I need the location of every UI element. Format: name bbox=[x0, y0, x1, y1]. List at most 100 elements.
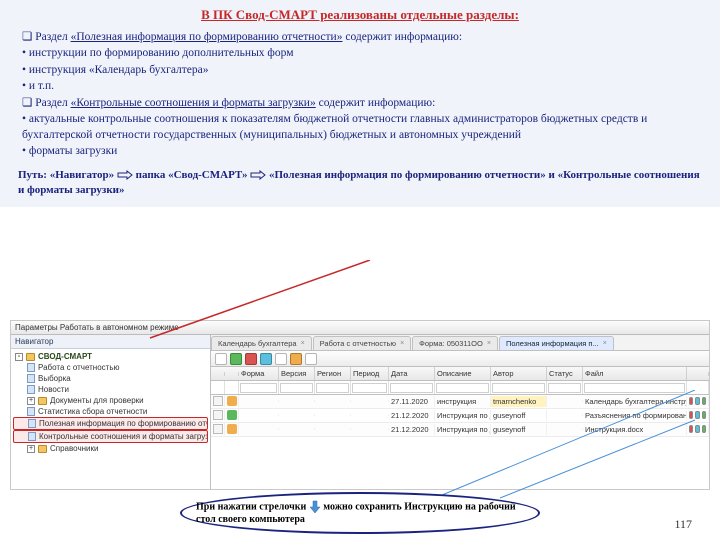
toolbar-button[interactable] bbox=[305, 353, 317, 365]
tree-item[interactable]: +Документы для проверки bbox=[13, 395, 208, 406]
row-actions bbox=[687, 396, 709, 406]
cell-author: guseynoff bbox=[491, 410, 547, 421]
app-screenshot: Параметры Работать в автономном режиме Н… bbox=[10, 320, 710, 490]
action-icon[interactable] bbox=[702, 411, 706, 419]
doc-icon bbox=[27, 374, 35, 383]
status-badge bbox=[227, 410, 237, 420]
filter-input[interactable] bbox=[352, 383, 387, 393]
col[interactable]: Файл bbox=[583, 367, 687, 380]
row-actions bbox=[687, 410, 709, 420]
grid-row[interactable]: 21.12.2020 Инструкция по доп. форм... gu… bbox=[211, 423, 709, 437]
page-number: 117 bbox=[674, 517, 692, 532]
tab[interactable]: Календарь бухгалтера× bbox=[211, 336, 312, 350]
tree-item[interactable]: Выборка bbox=[13, 373, 208, 384]
col[interactable]: Форма bbox=[239, 367, 279, 380]
callout-bubble: При нажатии стрелочки можно сохранить Ин… bbox=[180, 492, 540, 534]
tree-item-selected[interactable]: Полезная информация по формированию отче… bbox=[13, 417, 208, 430]
row-actions bbox=[687, 424, 709, 434]
info-item: инструкция «Календарь бухгалтера» bbox=[18, 63, 702, 79]
close-icon[interactable]: × bbox=[301, 340, 305, 347]
checkbox[interactable] bbox=[213, 424, 223, 434]
doc-icon bbox=[28, 432, 36, 441]
info-title: В ПК Свод-СМАРТ реализованы отдельные ра… bbox=[18, 6, 702, 24]
toolbar-button[interactable] bbox=[290, 353, 302, 365]
toolbar-button[interactable] bbox=[275, 353, 287, 365]
toolbar-button[interactable] bbox=[245, 353, 257, 365]
tree-item[interactable]: Работа с отчетностью bbox=[13, 362, 208, 373]
filter-input[interactable] bbox=[436, 383, 489, 393]
download-icon[interactable] bbox=[695, 397, 699, 405]
grid-body: 27.11.2020 инструкция tmarnchenko Календ… bbox=[211, 395, 709, 490]
grid-row[interactable]: 21.12.2020 Инструкция по доп. форм... gu… bbox=[211, 409, 709, 423]
expand-icon[interactable]: + bbox=[27, 397, 35, 405]
folder-icon bbox=[38, 445, 47, 453]
doc-icon bbox=[27, 407, 35, 416]
tab[interactable]: Форма: 050311ОО× bbox=[412, 336, 498, 350]
info-item: и т.п. bbox=[18, 79, 702, 95]
col-actions bbox=[687, 372, 709, 376]
action-icon[interactable] bbox=[702, 425, 706, 433]
toolbar-button[interactable] bbox=[230, 353, 242, 365]
cell-file: Разъяснения по формированию дополнительн… bbox=[583, 410, 687, 421]
filter-input[interactable] bbox=[280, 383, 313, 393]
tab[interactable]: Работа с отчетностью× bbox=[313, 336, 412, 350]
cell-author: guseynoff bbox=[491, 424, 547, 435]
col-checkbox[interactable] bbox=[211, 372, 225, 376]
close-icon[interactable]: × bbox=[487, 340, 491, 347]
tree-item-selected[interactable]: Контрольные соотношения и форматы загруз… bbox=[13, 430, 208, 443]
doc-icon bbox=[27, 363, 35, 372]
checkbox[interactable] bbox=[213, 410, 223, 420]
tree: -СВОД-СМАРТ Работа с отчетностью Выборка… bbox=[11, 349, 210, 456]
filter-input[interactable] bbox=[316, 383, 349, 393]
action-icon[interactable] bbox=[689, 411, 693, 419]
col[interactable]: Статус bbox=[547, 367, 583, 380]
tree-item[interactable]: Статистика сбора отчетности bbox=[13, 406, 208, 417]
col-flag[interactable] bbox=[225, 372, 239, 376]
close-icon[interactable]: × bbox=[400, 340, 404, 347]
tab-active[interactable]: Полезная информация п...× bbox=[499, 336, 614, 350]
filter-input[interactable] bbox=[584, 383, 685, 393]
filter-input[interactable] bbox=[492, 383, 545, 393]
action-icon[interactable] bbox=[689, 425, 693, 433]
download-icon[interactable] bbox=[695, 425, 699, 433]
col[interactable]: Автор bbox=[491, 367, 547, 380]
tree-item[interactable]: Новости bbox=[13, 384, 208, 395]
app-titlebar: Параметры Работать в автономном режиме bbox=[11, 321, 709, 335]
col[interactable]: Регион bbox=[315, 367, 351, 380]
filter-input[interactable] bbox=[548, 383, 581, 393]
grid-filter-row bbox=[211, 381, 709, 395]
col[interactable]: Описание bbox=[435, 367, 491, 380]
arrow-down-icon bbox=[309, 500, 321, 514]
info-item: Раздел «Контрольные соотношения и формат… bbox=[18, 96, 702, 112]
doc-icon bbox=[28, 419, 36, 428]
action-icon[interactable] bbox=[702, 397, 706, 405]
cell-desc: Инструкция по доп. форм... bbox=[435, 410, 491, 421]
filter-input[interactable] bbox=[390, 383, 433, 393]
toolbar-button[interactable] bbox=[215, 353, 227, 365]
checkbox[interactable] bbox=[213, 396, 223, 406]
close-icon[interactable]: × bbox=[603, 340, 607, 347]
cell-desc: инструкция bbox=[435, 396, 491, 407]
folder-icon bbox=[38, 397, 47, 405]
cell-date: 21.12.2020 bbox=[389, 410, 435, 421]
navigator-title: Навигатор bbox=[11, 335, 210, 349]
toolbar-button[interactable] bbox=[260, 353, 272, 365]
doc-icon bbox=[27, 385, 35, 394]
grid-row[interactable]: 27.11.2020 инструкция tmarnchenko Календ… bbox=[211, 395, 709, 409]
col[interactable]: Период bbox=[351, 367, 389, 380]
col[interactable]: Дата bbox=[389, 367, 435, 380]
cell-date: 21.12.2020 bbox=[389, 424, 435, 435]
action-icon[interactable] bbox=[689, 397, 693, 405]
col[interactable]: Версия bbox=[279, 367, 315, 380]
download-icon[interactable] bbox=[695, 411, 699, 419]
cell-file: Календарь бухгалтера инструкция.docx bbox=[583, 396, 687, 407]
collapse-icon[interactable]: - bbox=[15, 353, 23, 361]
filter-input[interactable] bbox=[240, 383, 277, 393]
tree-item-root[interactable]: -СВОД-СМАРТ bbox=[13, 351, 208, 362]
info-item: Раздел «Полезная информация по формирова… bbox=[18, 30, 702, 46]
tree-item[interactable]: +Справочники bbox=[13, 443, 208, 454]
expand-icon[interactable]: + bbox=[27, 445, 35, 453]
arrow-right-icon bbox=[250, 170, 266, 180]
info-item: актуальные контрольные соотношения к пок… bbox=[18, 112, 702, 143]
tab-bar: Календарь бухгалтера× Работа с отчетност… bbox=[211, 335, 709, 351]
